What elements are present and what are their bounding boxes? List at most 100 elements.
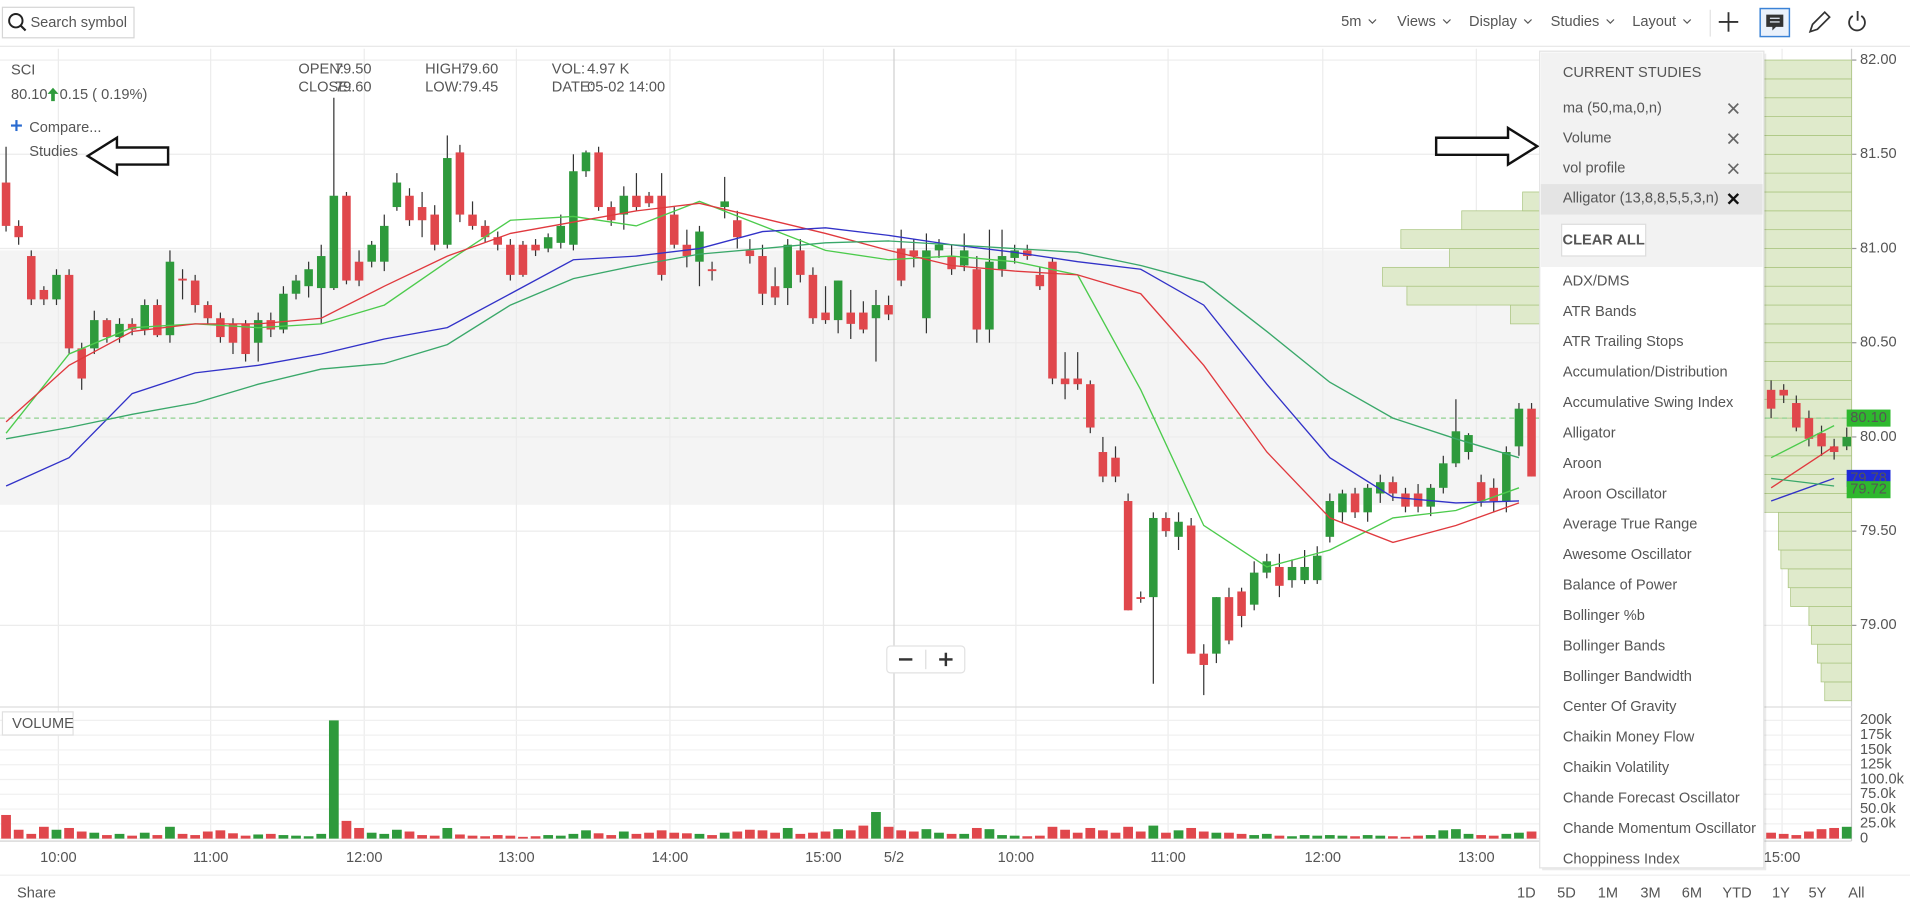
compare-link[interactable]: Compare...: [29, 120, 101, 136]
study-option[interactable]: Aroon: [1563, 456, 1602, 472]
y-tick-label: 79.00: [1860, 617, 1897, 633]
study-option[interactable]: Chaikin Volatility: [1563, 760, 1670, 776]
range-button[interactable]: 3M: [1640, 885, 1660, 901]
study-option[interactable]: Balance of Power: [1563, 578, 1678, 594]
menu-item[interactable]: Layout: [1632, 14, 1676, 30]
volume-bar: [997, 835, 1007, 839]
menu-item[interactable]: Display: [1469, 14, 1518, 30]
menu-item[interactable]: 5m: [1341, 14, 1361, 30]
remove-study[interactable]: [1727, 193, 1740, 205]
clear-all-label[interactable]: CLEAR ALL: [1563, 233, 1645, 249]
volume-bar: [530, 836, 541, 839]
current-study[interactable]: Alligator (13,8,8,5,5,3,n): [1563, 191, 1719, 207]
volume-bar: [1425, 835, 1436, 839]
study-option[interactable]: Awesome Oscillator: [1563, 547, 1692, 563]
candle-body: [871, 305, 881, 319]
volume-profile-bar: [1759, 78, 1852, 99]
share-link[interactable]: Share: [17, 885, 56, 901]
study-option[interactable]: Aroon Oscillator: [1563, 486, 1667, 502]
remove-study[interactable]: [1727, 103, 1739, 114]
volume-bar: [13, 829, 24, 839]
study-option[interactable]: Average True Range: [1563, 517, 1698, 533]
range-button[interactable]: 5Y: [1808, 885, 1826, 901]
candle-body: [1451, 431, 1461, 464]
last-price: 80.10: [11, 87, 48, 103]
menu-chevron: [1368, 19, 1377, 25]
study-option[interactable]: Bollinger Bands: [1563, 638, 1665, 654]
menu-item[interactable]: Studies: [1551, 14, 1600, 30]
volume-bar: [1072, 832, 1083, 839]
study-option[interactable]: Bollinger %b: [1563, 608, 1645, 624]
study-option[interactable]: ATR Trailing Stops: [1563, 334, 1684, 350]
study-option[interactable]: Chaikin Money Flow: [1563, 730, 1695, 746]
volume-bar: [39, 826, 49, 839]
candle-body: [581, 152, 591, 172]
candle-body: [1792, 403, 1801, 428]
candle-body: [733, 220, 742, 238]
study-option[interactable]: Chande Momentum Oscillator: [1563, 821, 1756, 837]
reset-icon[interactable]: [1848, 15, 1866, 32]
x-tick-label: 15:00: [805, 850, 842, 866]
study-option[interactable]: Alligator: [1563, 425, 1616, 441]
candle-body: [1401, 493, 1410, 507]
volume-bar: [1287, 836, 1297, 839]
remove-study[interactable]: [1727, 133, 1739, 145]
volume-bar: [1274, 835, 1285, 839]
candle-body: [64, 274, 74, 349]
range-button[interactable]: 5D: [1557, 885, 1576, 901]
study-option[interactable]: Center Of Gravity: [1563, 699, 1677, 715]
volume-bar: [1791, 835, 1802, 839]
clear-all-button[interactable]: [1561, 223, 1647, 257]
zoom-in[interactable]: [939, 652, 953, 667]
candle-body: [316, 256, 326, 289]
candle-body: [833, 280, 843, 321]
study-option[interactable]: Bollinger Bandwidth: [1563, 669, 1692, 685]
candle-body: [619, 195, 629, 215]
x-tick-label: 11:00: [193, 850, 228, 866]
current-study[interactable]: Volume: [1563, 130, 1612, 146]
candle-body: [1527, 408, 1536, 477]
current-study[interactable]: ma (50,ma,0,n): [1563, 100, 1662, 116]
y-tick-label: 81.50: [1860, 146, 1897, 162]
studies-link[interactable]: Studies: [29, 144, 78, 160]
study-option[interactable]: Accumulative Swing Index: [1563, 395, 1734, 411]
range-button[interactable]: All: [1848, 885, 1864, 901]
study-option[interactable]: Chande Forecast Oscillator: [1563, 790, 1740, 806]
study-option[interactable]: ADX/DMS: [1563, 273, 1630, 289]
study-option[interactable]: Choppiness Index: [1563, 851, 1681, 867]
range-button[interactable]: 6M: [1682, 885, 1702, 901]
remove-study[interactable]: [1727, 163, 1739, 175]
candle-body: [695, 231, 704, 262]
candle-body: [1010, 250, 1019, 258]
volume-bar: [1375, 835, 1386, 839]
volume-bar: [228, 833, 238, 839]
study-option[interactable]: ATR Bands: [1563, 304, 1637, 320]
current-study[interactable]: vol profile: [1563, 161, 1626, 177]
volume-bar: [782, 827, 793, 839]
search-placeholder[interactable]: Search symbol: [30, 15, 127, 31]
volume-bar: [278, 835, 289, 839]
candle-body: [997, 256, 1007, 270]
range-button[interactable]: 1M: [1598, 885, 1618, 901]
remove-icon: [1727, 103, 1739, 114]
candle-body: [1426, 487, 1435, 507]
study-option[interactable]: Accumulation/Distribution: [1563, 365, 1728, 381]
candle-body: [1136, 597, 1145, 600]
volume-tick-label: 0: [1860, 830, 1868, 846]
volume-bar: [921, 829, 932, 839]
volume-label: VOLUME: [12, 716, 74, 732]
range-button[interactable]: YTD: [1722, 885, 1751, 901]
volume-bar: [656, 830, 667, 839]
moving-average-line: [5, 202, 1835, 544]
draw-icon[interactable]: [1808, 10, 1831, 34]
add-icon[interactable]: [1718, 12, 1739, 32]
range-button[interactable]: 1D: [1517, 885, 1536, 901]
search-box[interactable]: [1, 6, 135, 39]
menu-item[interactable]: Views: [1397, 14, 1436, 30]
volume-bar: [480, 836, 491, 839]
range-button[interactable]: 1Y: [1772, 885, 1790, 901]
x-tick-label: 12:00: [346, 850, 383, 866]
candle-body: [657, 195, 666, 275]
volume-bar: [417, 835, 427, 839]
